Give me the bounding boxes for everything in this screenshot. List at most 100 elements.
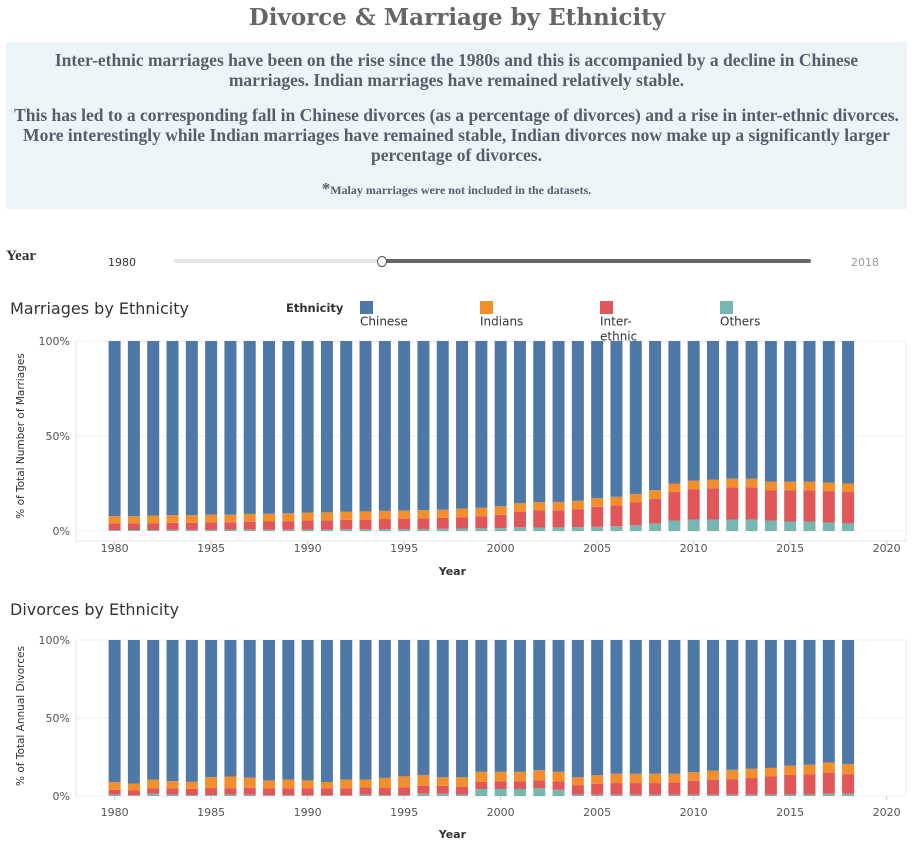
bar-indians-2005[interactable]	[591, 775, 604, 784]
bar-inter-ethnic-2009[interactable]	[668, 782, 681, 795]
bar-indians-1993[interactable]	[359, 779, 372, 788]
bar-chinese-1996[interactable]	[417, 341, 430, 511]
bar-indians-1980[interactable]	[108, 516, 121, 524]
bar-chinese-1999[interactable]	[475, 341, 488, 508]
bar-others-2005[interactable]	[591, 794, 604, 796]
bar-chinese-2000[interactable]	[494, 341, 507, 507]
bar-inter-ethnic-2016[interactable]	[803, 490, 816, 522]
bar-indians-2017[interactable]	[822, 482, 835, 492]
bar-chinese-2005[interactable]	[591, 640, 604, 776]
bar-others-1990[interactable]	[301, 795, 314, 796]
bar-chinese-1990[interactable]	[301, 640, 314, 781]
bar-chinese-1981[interactable]	[127, 640, 140, 784]
bar-others-2016[interactable]	[803, 794, 816, 796]
bar-others-1987[interactable]	[243, 529, 256, 531]
bar-inter-ethnic-1999[interactable]	[475, 781, 488, 789]
bar-inter-ethnic-1985[interactable]	[205, 788, 218, 796]
bar-chinese-2002[interactable]	[533, 640, 546, 771]
legend-item-inter-ethnic[interactable]: Inter-ethnic	[600, 300, 637, 343]
bar-chinese-1998[interactable]	[456, 341, 469, 509]
bar-inter-ethnic-2012[interactable]	[726, 487, 739, 520]
bar-indians-1988[interactable]	[263, 513, 276, 522]
bar-others-2013[interactable]	[745, 519, 758, 531]
bar-indians-1990[interactable]	[301, 512, 314, 521]
bar-others-1981[interactable]	[127, 795, 140, 796]
year-slider-handle[interactable]	[377, 256, 387, 267]
bar-inter-ethnic-2002[interactable]	[533, 510, 546, 528]
legend-item-others[interactable]: Others	[720, 300, 760, 329]
bar-inter-ethnic-1982[interactable]	[147, 523, 160, 531]
bar-chinese-1985[interactable]	[205, 640, 218, 778]
bar-inter-ethnic-1990[interactable]	[301, 788, 314, 796]
bar-chinese-2008[interactable]	[649, 640, 662, 774]
bar-indians-1990[interactable]	[301, 780, 314, 789]
bar-inter-ethnic-2004[interactable]	[571, 785, 584, 795]
bar-inter-ethnic-2007[interactable]	[629, 783, 642, 795]
bar-chinese-1982[interactable]	[147, 341, 160, 516]
bar-others-1983[interactable]	[166, 794, 179, 796]
bar-chinese-2017[interactable]	[822, 341, 835, 483]
bar-indians-1984[interactable]	[185, 781, 198, 789]
bar-chinese-2006[interactable]	[610, 640, 623, 774]
bar-indians-2009[interactable]	[668, 773, 681, 783]
bar-others-2017[interactable]	[822, 793, 835, 796]
bar-chinese-2011[interactable]	[706, 640, 719, 771]
bar-chinese-1980[interactable]	[108, 341, 121, 517]
bar-inter-ethnic-1986[interactable]	[224, 522, 237, 530]
bar-indians-1995[interactable]	[398, 776, 411, 788]
bar-others-2009[interactable]	[668, 520, 681, 531]
bar-inter-ethnic-2014[interactable]	[764, 776, 777, 795]
bar-others-2001[interactable]	[513, 788, 526, 796]
bar-others-1985[interactable]	[205, 795, 218, 796]
bar-chinese-2003[interactable]	[552, 640, 565, 772]
bar-inter-ethnic-1983[interactable]	[166, 522, 179, 530]
bar-others-1991[interactable]	[320, 529, 333, 531]
bar-inter-ethnic-1993[interactable]	[359, 787, 372, 795]
bar-inter-ethnic-1985[interactable]	[205, 522, 218, 530]
bar-inter-ethnic-2018[interactable]	[842, 774, 855, 794]
bar-chinese-1989[interactable]	[282, 640, 295, 780]
bar-chinese-1996[interactable]	[417, 640, 430, 775]
bar-indians-2012[interactable]	[726, 478, 739, 488]
bar-inter-ethnic-2002[interactable]	[533, 780, 546, 789]
bar-chinese-2017[interactable]	[822, 640, 835, 763]
bar-indians-1999[interactable]	[475, 771, 488, 782]
bar-others-1995[interactable]	[398, 795, 411, 796]
bar-others-1991[interactable]	[320, 795, 333, 796]
bar-chinese-2010[interactable]	[687, 640, 700, 773]
bar-others-2016[interactable]	[803, 521, 816, 532]
bar-chinese-2015[interactable]	[784, 341, 797, 482]
bar-others-2001[interactable]	[513, 527, 526, 531]
bar-others-1980[interactable]	[108, 530, 121, 531]
bar-indians-2014[interactable]	[764, 767, 777, 777]
bar-inter-ethnic-1997[interactable]	[436, 517, 449, 529]
bar-chinese-1984[interactable]	[185, 640, 198, 782]
bar-others-2002[interactable]	[533, 527, 546, 531]
bar-inter-ethnic-2010[interactable]	[687, 780, 700, 795]
bar-inter-ethnic-2006[interactable]	[610, 783, 623, 795]
bar-indians-1991[interactable]	[320, 512, 333, 521]
bar-others-1986[interactable]	[224, 794, 237, 796]
bar-chinese-1987[interactable]	[243, 341, 256, 514]
bar-chinese-2000[interactable]	[494, 640, 507, 772]
bar-others-2007[interactable]	[629, 794, 642, 796]
bar-indians-1982[interactable]	[147, 515, 160, 524]
bar-others-2004[interactable]	[571, 794, 584, 796]
bar-chinese-1998[interactable]	[456, 640, 469, 778]
bar-others-1987[interactable]	[243, 794, 256, 796]
bar-indians-1989[interactable]	[282, 779, 295, 789]
bar-inter-ethnic-2018[interactable]	[842, 492, 855, 524]
bar-indians-1983[interactable]	[166, 781, 179, 789]
bar-others-2017[interactable]	[822, 522, 835, 531]
bar-indians-2003[interactable]	[552, 771, 565, 782]
year-slider-range[interactable]	[382, 259, 811, 263]
bar-indians-1992[interactable]	[340, 511, 353, 520]
bar-indians-1993[interactable]	[359, 511, 372, 520]
bar-others-1993[interactable]	[359, 794, 372, 796]
bar-others-1981[interactable]	[127, 530, 140, 531]
bar-chinese-1988[interactable]	[263, 341, 276, 514]
bar-inter-ethnic-1989[interactable]	[282, 521, 295, 530]
bar-chinese-2001[interactable]	[513, 640, 526, 772]
bar-inter-ethnic-1982[interactable]	[147, 788, 160, 794]
bar-indians-2001[interactable]	[513, 771, 526, 782]
